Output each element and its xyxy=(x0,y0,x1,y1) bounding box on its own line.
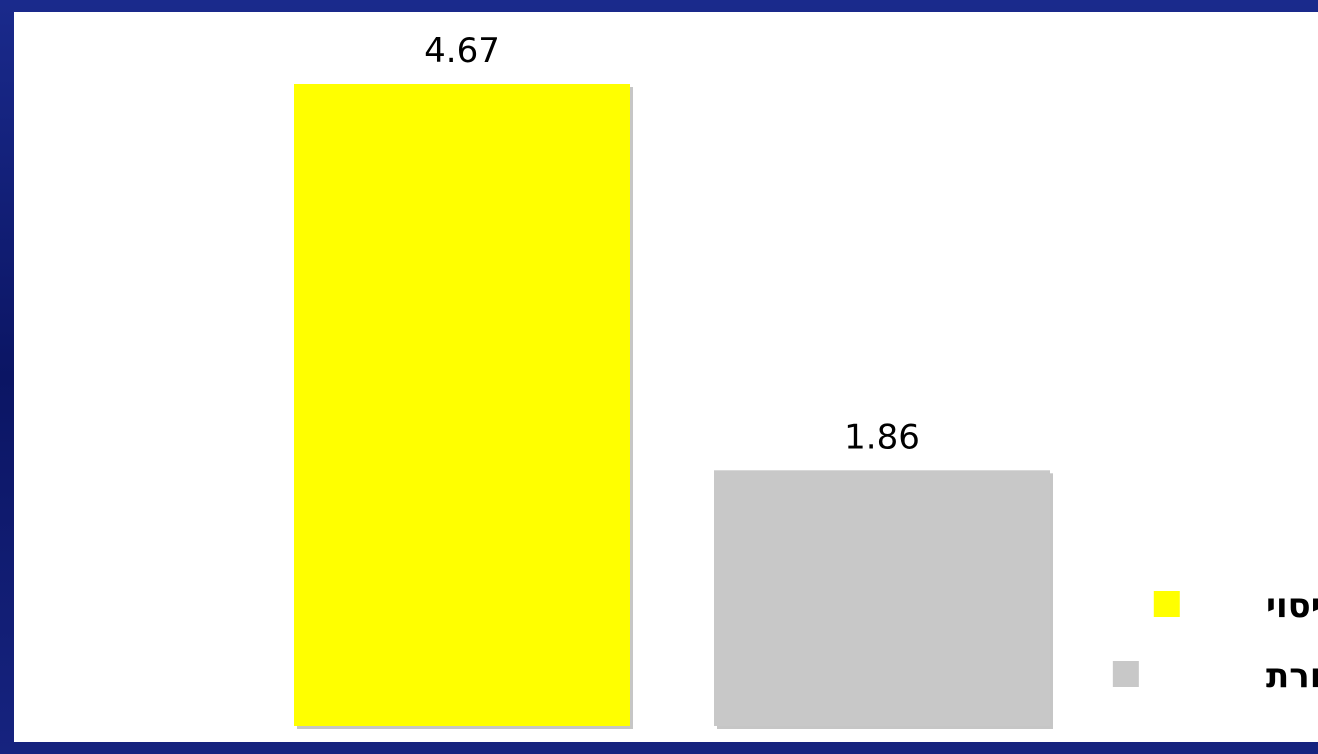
legend-swatch-2 xyxy=(1112,661,1139,687)
legend-label-2: ביקורת xyxy=(1266,656,1318,696)
legend-label-1: ניסוי xyxy=(1266,586,1318,626)
bar-2 xyxy=(714,470,1050,726)
bars-layer xyxy=(294,84,1053,729)
bar-chart: 4.67 1.86 ניסוי ביקורת xyxy=(294,31,1318,729)
legend: ניסוי ביקורת xyxy=(1112,586,1318,696)
chart-panel: 4.67 1.86 ניסוי ביקורת xyxy=(14,12,1318,742)
data-label-1: 4.67 xyxy=(424,31,500,71)
data-labels-layer: 4.67 1.86 xyxy=(424,31,920,457)
legend-swatch-1 xyxy=(1153,591,1180,617)
data-label-2: 1.86 xyxy=(844,417,920,457)
bar-1 xyxy=(294,84,630,726)
